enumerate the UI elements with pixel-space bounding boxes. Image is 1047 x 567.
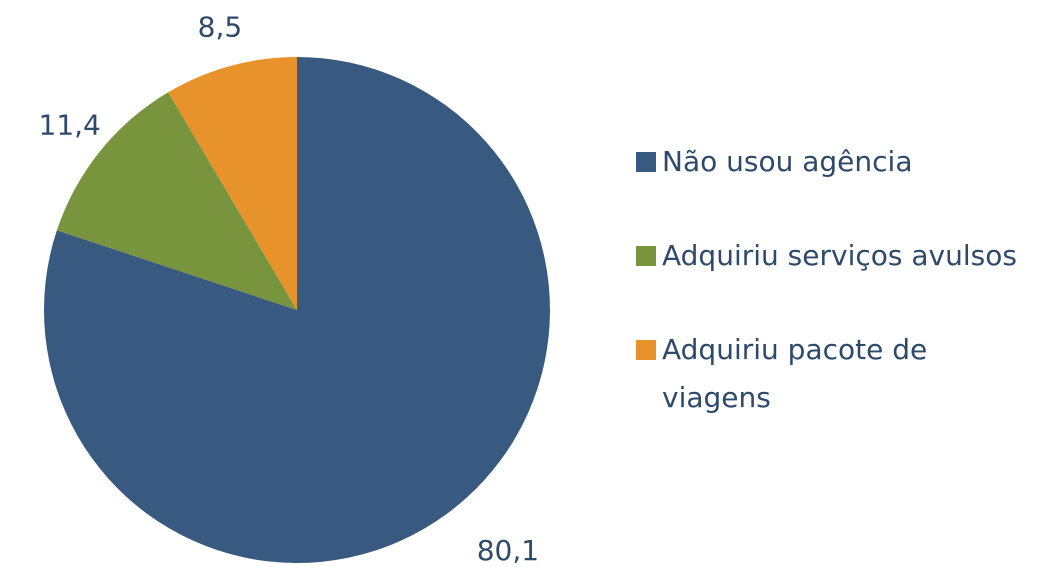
data-label: 8,5 <box>198 10 243 43</box>
data-label: 80,1 <box>477 534 539 567</box>
legend-item: Adquiriu pacote de viagens <box>636 326 966 422</box>
legend-swatch <box>636 340 656 360</box>
data-label: 11,4 <box>39 109 101 142</box>
legend-label: Não usou agência <box>662 145 913 178</box>
legend-item: Não usou agência <box>636 138 1017 186</box>
legend-swatch <box>636 246 656 266</box>
legend-label: Adquiriu serviços avulsos <box>662 239 1017 272</box>
legend-swatch <box>636 152 656 172</box>
pie-slice <box>56 92 297 310</box>
legend-label: Adquiriu pacote de viagens <box>662 333 928 414</box>
pie-slice <box>44 57 550 564</box>
legend: Não usou agência Adquiriu serviços avulso… <box>636 138 1017 468</box>
pie-slice <box>168 57 297 310</box>
legend-item: Adquiriu serviços avulsos <box>636 232 1017 280</box>
